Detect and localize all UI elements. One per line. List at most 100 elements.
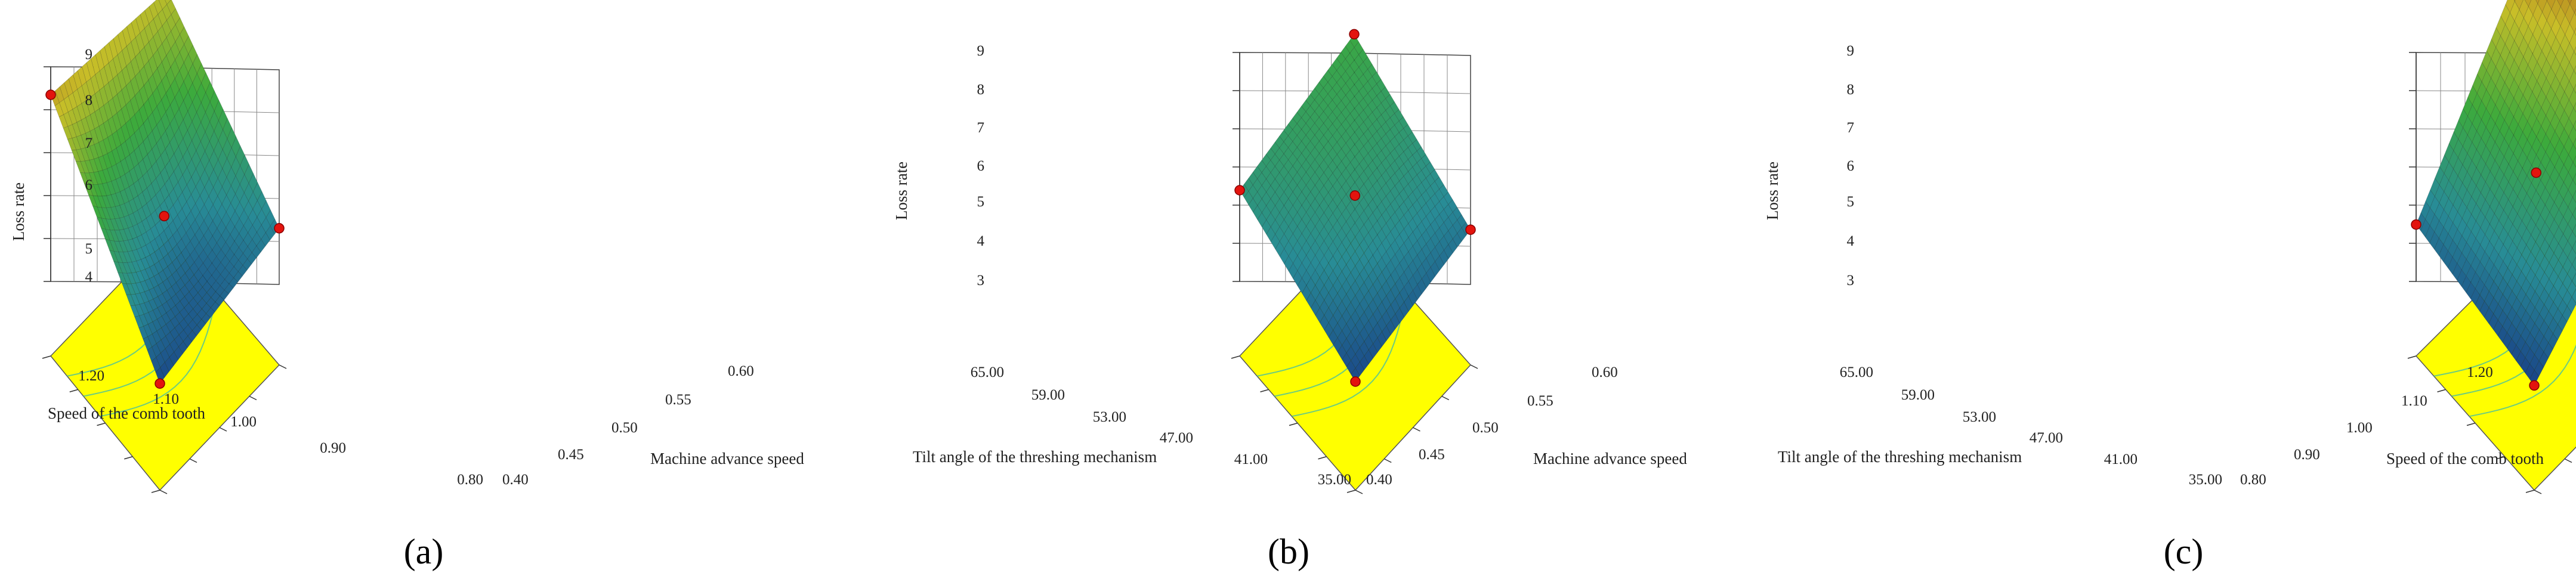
z-tick-label: 9 [1847,43,1855,59]
x-tick-mark [190,459,197,463]
x-tick-label: 0.55 [665,392,691,408]
x-tick-label: 0.80 [2240,472,2266,488]
x-tick-label: 1.20 [2467,364,2493,380]
z-tick-label: 5 [1847,194,1855,210]
y-tick-label: 53.00 [1963,409,1996,425]
y-tick-label: 65.00 [1840,364,1873,380]
z-tick-label: 4 [1847,233,1855,249]
z-tick-label: 8 [977,82,985,98]
x-tick-label: 0.60 [728,363,754,379]
y-axis-label: Tilt angle of the threshing mechanism [1778,448,2022,466]
y-tick-label: 0.80 [457,472,483,488]
y-tick-label: 35.00 [2189,472,2222,488]
panel-c-z-ticks: 3 4 5 6 7 8 9 [1847,43,1855,289]
y-tick-label: 1.20 [78,368,104,384]
z-tick-label: 8 [85,92,93,109]
panel-a: 4 5 6 7 8 9 Loss rate 1.20 1.10 1.00 0.9… [10,0,804,571]
x-tick-label: 0.55 [1527,393,1553,409]
y-tick-label: 59.00 [1031,387,1065,403]
x-tick-label: 1.10 [2401,393,2427,409]
panel-c-surface [2416,0,2576,385]
panel-c-y-ticks: 65.00 59.00 53.00 47.00 41.00 35.00 [1840,364,2222,488]
panel-caption: (b) [1268,532,1309,571]
z-tick-label: 3 [1847,273,1855,289]
design-point [2531,168,2541,178]
x-tick-label: 1.00 [2346,420,2373,436]
x-tick-label: 0.50 [1472,420,1499,436]
x-tick-label: 0.50 [611,420,638,436]
y-tick-mark [1261,389,1269,392]
x-tick-label: 0.60 [1592,364,1618,380]
design-point [2411,220,2421,230]
z-tick-label: 9 [85,47,93,63]
y-tick-mark [152,490,160,493]
design-point [159,211,169,221]
y-axis-label: Tilt angle of the threshing mechanism [913,448,1157,466]
y-tick-mark [2408,356,2416,358]
y-tick-label: 41.00 [2104,451,2138,467]
x-tick-mark [160,490,167,494]
z-axis-label: Loss rate [10,182,27,241]
x-tick-label: 0.40 [502,472,529,488]
x-tick-mark [249,397,257,400]
panel-caption: (c) [2164,532,2204,571]
x-tick-mark [279,365,286,369]
z-tick-label: 3 [977,273,985,289]
x-tick-mark [1413,428,1420,431]
x-tick-label: 0.90 [2294,447,2320,463]
y-tick-mark [42,356,51,358]
x-tick-label: 0.45 [558,447,584,463]
design-point [1235,185,1244,195]
x-tick-label: 0.45 [1419,447,1445,463]
panel-b-z-ticks: 3 4 5 6 7 8 9 [977,43,985,289]
panel-b: 3 4 5 6 7 8 9 Loss rate 65.00 59.00 53.0… [892,29,1687,571]
x-tick-mark [1355,490,1363,494]
x-tick-mark [220,428,227,431]
z-tick-label: 5 [977,194,985,210]
design-point [1466,225,1475,234]
y-tick-mark [1231,356,1240,358]
design-point [274,224,284,233]
design-point [46,90,55,100]
design-point [155,379,165,388]
y-tick-mark [2526,490,2534,493]
y-tick-label: 47.00 [2030,430,2063,446]
z-tick-label: 7 [1847,120,1855,136]
z-tick-label: 9 [977,43,985,59]
design-point [1350,191,1360,200]
design-point [1351,377,1360,386]
panel-a-x-ticks: 0.40 0.45 0.50 0.55 0.60 [502,363,754,488]
z-tick-label: 4 [85,269,93,285]
x-tick-mark [2534,490,2541,494]
y-axis-label: Speed of the comb tooth [48,404,205,422]
z-axis-label: Loss rate [1763,162,1781,220]
y-tick-label: 65.00 [971,364,1004,380]
y-tick-mark [70,389,78,392]
x-tick-mark [2565,459,2572,463]
y-tick-mark [1347,490,1355,493]
y-tick-label: 0.90 [320,440,346,456]
panel-c: 3 4 5 6 7 8 9 Loss rate 65.00 59.00 53.0… [1763,0,2576,571]
x-tick-mark [1442,397,1449,400]
z-tick-label: 6 [977,158,985,174]
z-tick-label: 4 [977,233,985,249]
z-tick-label: 8 [1847,82,1855,98]
z-tick-label: 7 [85,135,93,151]
y-tick-label: 53.00 [1093,409,1126,425]
x-axis-label: Machine advance speed [1533,450,1687,467]
z-axis-label: Loss rate [892,162,910,220]
y-tick-label: 35.00 [1318,472,1351,488]
design-point [1349,29,1359,39]
x-axis-label: Machine advance speed [650,450,804,467]
x-tick-mark [1471,365,1478,369]
y-tick-mark [2467,423,2475,426]
y-tick-label: 59.00 [1901,387,1935,403]
z-tick-label: 6 [1847,158,1855,174]
x-axis-label: Speed of the comb tooth [2386,450,2544,467]
y-tick-label: 1.00 [230,414,257,430]
y-tick-mark [1289,423,1298,426]
x-tick-label: 0.40 [1366,472,1392,488]
y-tick-label: 47.00 [1160,430,1193,446]
y-tick-label: 41.00 [1234,451,1268,467]
